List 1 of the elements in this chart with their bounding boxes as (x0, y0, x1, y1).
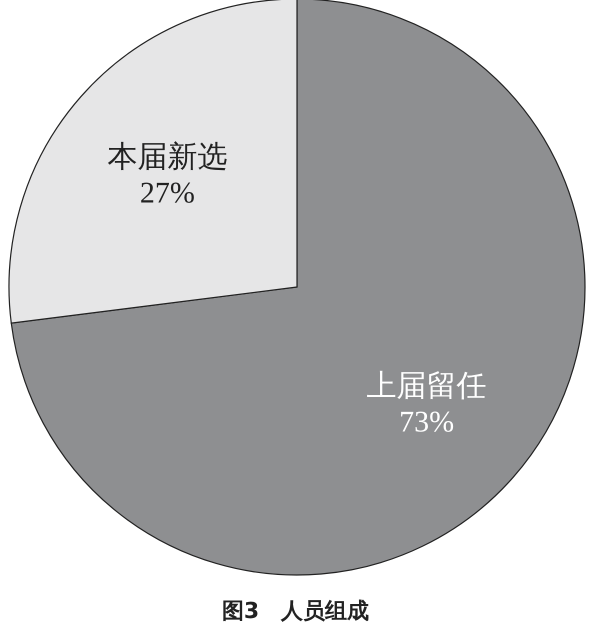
title: 图3 人员组成 (222, 599, 370, 624)
